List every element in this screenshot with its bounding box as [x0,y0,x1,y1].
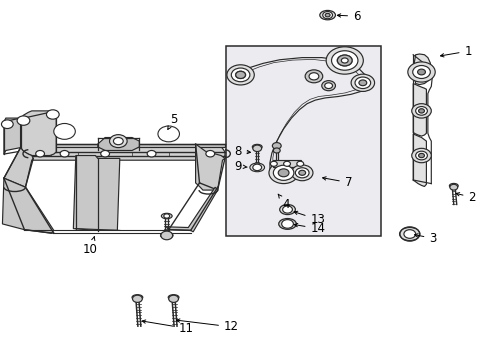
Polygon shape [195,144,224,190]
Circle shape [324,83,332,89]
Polygon shape [412,84,426,136]
Text: 5: 5 [167,113,177,130]
Circle shape [231,68,249,82]
Circle shape [321,81,335,91]
Ellipse shape [252,144,262,149]
Circle shape [354,77,370,89]
Circle shape [291,165,312,181]
Ellipse shape [319,10,335,20]
Bar [225,46,381,236]
Polygon shape [28,144,224,147]
Text: 1: 1 [440,45,471,58]
Circle shape [132,295,142,302]
Circle shape [415,151,427,160]
Circle shape [168,295,178,302]
Circle shape [101,150,109,157]
Circle shape [411,104,430,118]
Polygon shape [20,111,56,156]
Circle shape [268,162,298,184]
Circle shape [252,164,261,171]
Circle shape [109,135,127,148]
Circle shape [158,126,179,142]
Circle shape [54,123,75,139]
Circle shape [308,73,318,80]
Circle shape [161,231,172,240]
Circle shape [281,220,293,228]
Text: 14: 14 [294,222,325,235]
Circle shape [341,58,347,63]
Circle shape [1,120,13,129]
Circle shape [278,169,288,177]
Circle shape [113,138,123,145]
Circle shape [252,145,261,152]
Circle shape [273,165,293,180]
Circle shape [205,150,214,157]
Text: 10: 10 [83,237,98,256]
Circle shape [17,116,30,125]
Circle shape [325,13,329,17]
Ellipse shape [448,184,457,188]
Text: 6: 6 [337,10,360,23]
Ellipse shape [160,232,173,239]
Circle shape [147,150,156,157]
Circle shape [417,69,425,75]
Text: 11: 11 [142,320,193,335]
Circle shape [60,150,69,157]
Ellipse shape [132,294,142,300]
Circle shape [403,230,415,238]
Circle shape [298,170,305,175]
Polygon shape [166,187,217,232]
Circle shape [226,65,254,85]
Ellipse shape [161,213,172,219]
Circle shape [163,214,169,218]
Polygon shape [73,156,120,230]
Circle shape [358,80,366,86]
Text: 9: 9 [234,160,246,173]
Polygon shape [28,147,224,160]
Polygon shape [4,148,33,187]
Text: 4: 4 [278,194,289,211]
Circle shape [325,47,363,74]
Circle shape [270,161,277,166]
Text: 8: 8 [234,145,250,158]
Circle shape [411,148,430,163]
Circle shape [273,148,280,153]
Circle shape [418,109,424,113]
Circle shape [449,184,457,190]
Circle shape [283,161,290,166]
Polygon shape [412,54,430,85]
Text: 2: 2 [455,191,475,204]
Circle shape [415,107,427,115]
Circle shape [350,74,374,91]
Circle shape [407,62,434,82]
Text: 12: 12 [176,319,239,333]
Circle shape [235,71,245,78]
Circle shape [305,70,322,83]
Text: 7: 7 [322,176,351,189]
Circle shape [272,143,281,149]
Circle shape [295,168,308,178]
Circle shape [331,51,357,70]
Circle shape [337,55,351,66]
Polygon shape [2,178,54,233]
Bar [272,160,301,167]
Polygon shape [4,118,20,154]
Circle shape [322,12,332,19]
Circle shape [36,150,44,157]
Text: 13: 13 [294,211,325,226]
Ellipse shape [278,219,296,229]
Circle shape [46,110,59,119]
Polygon shape [412,134,426,186]
Text: 3: 3 [414,232,436,245]
Circle shape [399,227,419,241]
Circle shape [296,161,303,166]
Ellipse shape [249,163,264,172]
Circle shape [418,153,424,158]
Polygon shape [98,138,139,150]
Circle shape [282,206,292,213]
Ellipse shape [279,204,295,215]
Circle shape [412,66,429,78]
Ellipse shape [168,294,179,300]
